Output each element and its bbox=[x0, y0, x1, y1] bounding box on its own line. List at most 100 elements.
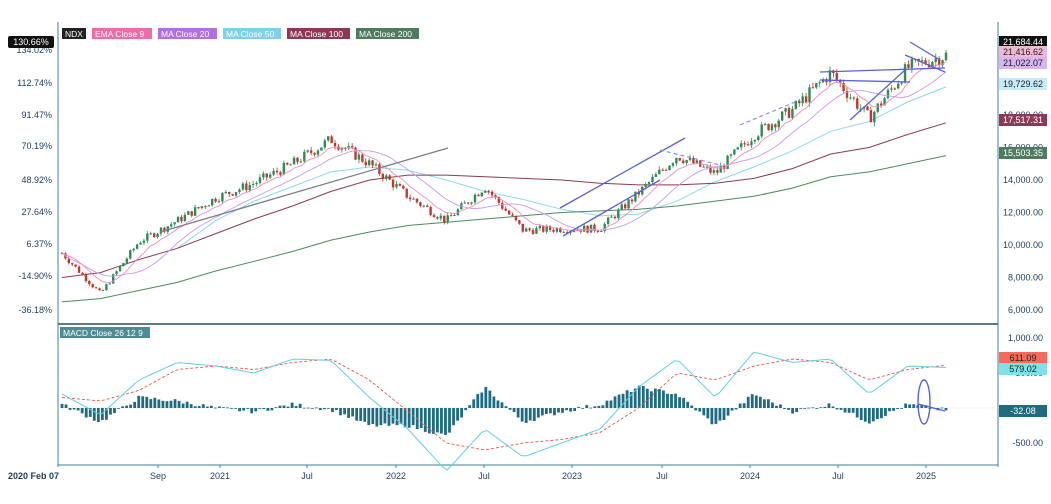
candle-body bbox=[654, 174, 658, 177]
macd-histogram-bar bbox=[92, 408, 96, 421]
macd-histogram-bar bbox=[185, 401, 189, 408]
macd-histogram-bar bbox=[367, 408, 371, 426]
candle-body bbox=[432, 215, 436, 218]
dashed-trendline[interactable] bbox=[659, 149, 721, 166]
macd-histogram-bar bbox=[649, 391, 653, 408]
macd-histogram-bar bbox=[339, 408, 342, 416]
macd-histogram-bar bbox=[758, 396, 762, 408]
candle-body bbox=[681, 160, 685, 164]
candle-body bbox=[193, 207, 197, 216]
candle-body bbox=[463, 202, 466, 204]
candle-body bbox=[583, 225, 586, 232]
left-axis-label: -36.18% bbox=[18, 305, 52, 315]
candle-body bbox=[531, 230, 535, 234]
macd-histogram-bar bbox=[173, 399, 177, 408]
macd-histogram-bar bbox=[645, 388, 649, 408]
candle-body bbox=[910, 58, 914, 68]
candle-body bbox=[661, 169, 664, 171]
macd-histogram-bar bbox=[819, 407, 823, 409]
candle-body bbox=[436, 217, 439, 219]
macd-signal-line bbox=[61, 358, 947, 451]
wedge-upper[interactable] bbox=[904, 54, 946, 73]
candle-body bbox=[705, 166, 709, 168]
macd-histogram-bar bbox=[117, 408, 120, 409]
breakout-line[interactable] bbox=[849, 69, 906, 121]
candle-body bbox=[668, 165, 671, 170]
macd-histogram-bar bbox=[96, 408, 100, 423]
legend-label: MA Close 100 bbox=[290, 29, 343, 39]
macd-histogram-bar bbox=[488, 390, 492, 408]
candle-body bbox=[736, 147, 739, 150]
macd-histogram-bar bbox=[738, 403, 742, 408]
candle-body bbox=[94, 287, 98, 289]
candle-body bbox=[275, 170, 279, 173]
dashed-trendline[interactable] bbox=[739, 99, 801, 126]
candle-body bbox=[897, 83, 900, 89]
legend-chip[interactable] bbox=[223, 28, 281, 39]
macd-line bbox=[61, 351, 947, 471]
candle-body bbox=[412, 198, 415, 200]
x-axis-label: 2021 bbox=[210, 471, 230, 481]
candle-body bbox=[71, 263, 74, 265]
resistance-line-1[interactable] bbox=[819, 67, 946, 73]
candle-body bbox=[477, 194, 480, 197]
candle-body bbox=[187, 211, 190, 215]
candle-body bbox=[159, 227, 163, 234]
macd-histogram-bar bbox=[549, 408, 552, 414]
macd-badge bbox=[999, 363, 1047, 375]
macd-histogram-bar bbox=[742, 403, 746, 408]
macd-axis-label: -500.00 bbox=[1012, 438, 1043, 448]
candle-body bbox=[340, 148, 344, 150]
candle-body bbox=[142, 240, 146, 243]
trendline-2021[interactable] bbox=[159, 147, 449, 233]
macd-histogram-bar bbox=[302, 407, 306, 409]
annotation-ellipse[interactable] bbox=[917, 379, 931, 425]
macd-histogram-bar bbox=[193, 406, 197, 408]
candle-body bbox=[699, 160, 702, 167]
candle-body bbox=[292, 157, 296, 165]
candle-body bbox=[429, 207, 432, 216]
candle-body bbox=[934, 58, 937, 63]
candle-body bbox=[538, 225, 542, 229]
macd-histogram-bar bbox=[290, 402, 294, 408]
candle-body bbox=[139, 242, 142, 245]
macd-histogram-bar bbox=[613, 396, 617, 408]
candle-body bbox=[763, 124, 767, 126]
legend-chip[interactable] bbox=[92, 28, 152, 39]
macd-histogram-bar bbox=[177, 400, 181, 408]
macd-histogram-bar bbox=[698, 408, 702, 412]
resistance-line-2[interactable] bbox=[819, 79, 911, 83]
macd-histogram-bar bbox=[512, 408, 516, 413]
right-axis-label: 8,000.00 bbox=[1008, 273, 1043, 283]
candle-body bbox=[743, 143, 746, 145]
legend-chip[interactable] bbox=[158, 28, 217, 39]
macd-histogram-bar bbox=[423, 408, 427, 432]
macd-histogram-bar bbox=[904, 403, 908, 408]
candle-body bbox=[453, 215, 456, 217]
legend-chip[interactable] bbox=[62, 28, 86, 39]
candle-body bbox=[84, 274, 88, 281]
legend-chip[interactable] bbox=[356, 28, 419, 39]
candle-body bbox=[613, 216, 617, 219]
macd-histogram-bar bbox=[851, 408, 855, 413]
macd-histogram-bar bbox=[379, 408, 383, 426]
channel-upper-2023[interactable] bbox=[559, 137, 686, 209]
wedge-top[interactable] bbox=[909, 41, 941, 61]
macd-histogram-bar bbox=[165, 401, 169, 408]
annotation-line[interactable] bbox=[917, 403, 946, 412]
candle-body bbox=[385, 175, 388, 179]
channel-lower-2023[interactable] bbox=[562, 179, 661, 237]
left-axis-label: 91.47% bbox=[21, 110, 52, 120]
candle-body bbox=[818, 82, 821, 84]
macd-histogram-bar bbox=[726, 408, 730, 416]
candle-body bbox=[528, 228, 531, 231]
candle-body bbox=[77, 266, 81, 273]
candle-body bbox=[719, 165, 722, 173]
legend-chip[interactable] bbox=[287, 28, 350, 39]
candle-body bbox=[770, 124, 774, 130]
macd-histogram-bar bbox=[246, 408, 250, 409]
macd-histogram-bar bbox=[863, 408, 867, 422]
macd-histogram-bar bbox=[940, 407, 944, 409]
macd-badge bbox=[999, 352, 1047, 364]
